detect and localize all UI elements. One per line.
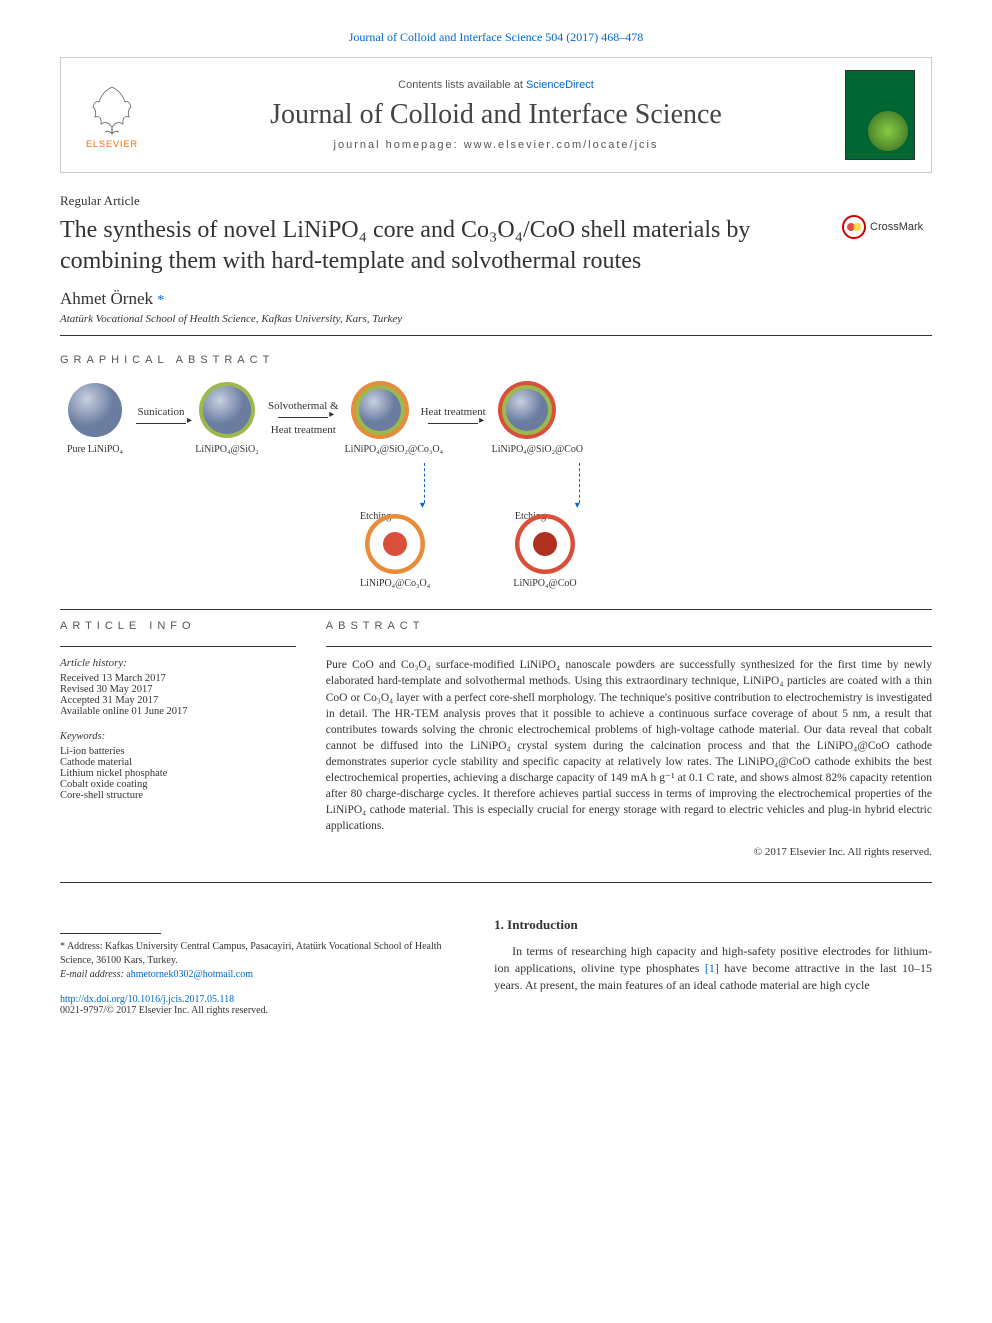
graphical-abstract-heading: GRAPHICAL ABSTRACT <box>60 354 932 366</box>
sphere-sio2 <box>197 380 257 440</box>
sphere-label-3: LiNiPO₄@SiO₂@Co₃O₄ <box>345 444 415 455</box>
address-text: Kafkas University Central Campus, Pasaca… <box>60 941 442 966</box>
email-link[interactable]: ahmetornek0302@hotmail.com <box>126 969 253 980</box>
crossmark-icon <box>842 215 866 239</box>
author-name: Ahmet Örnek * <box>60 289 932 309</box>
sphere-label-5: LiNiPO₄@Co₃O₄ <box>360 578 430 589</box>
sphere-label-1: Pure LiNiPO₄ <box>60 444 130 455</box>
email-label: E-mail address: <box>60 969 126 980</box>
journal-cover-thumbnail[interactable] <box>845 70 915 160</box>
arrow-label-2a: Solvothermal & <box>268 400 339 412</box>
issn-line: 0021-9797/© 2017 Elsevier Inc. All right… <box>60 1005 268 1016</box>
left-body-column: * Address: Kafkas University Central Cam… <box>60 893 464 1016</box>
journal-header: ELSEVIER Contents lists available at Sci… <box>60 57 932 173</box>
abstract-column: ABSTRACT Pure CoO and Co₃O₄ surface-modi… <box>326 620 932 858</box>
sphere-pure <box>65 380 125 440</box>
article-type: Regular Article <box>60 193 932 209</box>
keyword: Cathode material <box>60 757 296 768</box>
journal-homepage: journal homepage: www.elsevier.com/locat… <box>147 139 845 151</box>
elsevier-label: ELSEVIER <box>86 139 138 149</box>
history-line: Accepted 31 May 2017 <box>60 695 296 706</box>
separator <box>60 609 932 610</box>
abstract-text: Pure CoO and Co₃O₄ surface-modified LiNi… <box>326 657 932 834</box>
crossmark-badge[interactable]: CrossMark <box>842 215 932 239</box>
abstract-separator <box>326 646 932 647</box>
keyword: Lithium nickel phosphate <box>60 768 296 779</box>
history-line: Received 13 March 2017 <box>60 673 296 684</box>
top-citation[interactable]: Journal of Colloid and Interface Science… <box>60 30 932 45</box>
homepage-prefix: journal homepage: <box>334 139 464 151</box>
etch-arrow-1: Etching <box>390 463 425 506</box>
address-label: * Address: <box>60 941 105 952</box>
keywords-label: Keywords: <box>60 731 296 742</box>
sciencedirect-link[interactable]: ScienceDirect <box>526 79 594 91</box>
history-line: Available online 01 June 2017 <box>60 706 296 717</box>
introduction-paragraph: In terms of researching high capacity an… <box>494 943 932 993</box>
arrow-label-1: Sunication <box>136 406 186 418</box>
doi-block: http://dx.doi.org/10.1016/j.jcis.2017.05… <box>60 994 464 1016</box>
keyword: Li-ion batteries <box>60 746 296 757</box>
abstract-heading: ABSTRACT <box>326 620 932 632</box>
sphere-coo <box>497 380 557 440</box>
arrow-label-3: Heat treatment <box>421 406 486 418</box>
arrow-solvothermal: Solvothermal & Heat treatment <box>268 400 339 436</box>
contents-line: Contents lists available at ScienceDirec… <box>147 79 845 91</box>
elsevier-tree-icon <box>87 82 137 137</box>
separator <box>60 335 932 336</box>
sphere-yolk-coo <box>515 514 575 574</box>
right-body-column: 1. Introduction In terms of researching … <box>494 893 932 1016</box>
keyword: Core-shell structure <box>60 790 296 801</box>
sphere-label-6: LiNiPO₄@CoO <box>510 578 580 589</box>
graphical-abstract: Pure LiNiPO₄ Sunication LiNiPO₄@SiO₂ Sol… <box>60 380 932 589</box>
abstract-copyright: © 2017 Elsevier Inc. All rights reserved… <box>326 846 932 858</box>
author-text: Ahmet Örnek <box>60 289 153 308</box>
sphere-yolk-co3o4 <box>365 514 425 574</box>
keyword: Cobalt oxide coating <box>60 779 296 790</box>
article-title: The synthesis of novel LiNiPO₄ core and … <box>60 215 822 277</box>
etch-arrow-2: Etching <box>545 463 580 506</box>
journal-name: Journal of Colloid and Interface Science <box>147 99 845 131</box>
separator <box>60 882 932 883</box>
homepage-url[interactable]: www.elsevier.com/locate/jcis <box>464 139 659 151</box>
author-corresponding-link[interactable]: * <box>157 293 164 308</box>
corresponding-address: * Address: Kafkas University Central Cam… <box>60 940 464 968</box>
sphere-label-2: LiNiPO₄@SiO₂ <box>192 444 262 455</box>
arrow-label-2b: Heat treatment <box>268 424 339 436</box>
arrow-sunication: Sunication <box>136 406 186 430</box>
contents-prefix: Contents lists available at <box>398 79 526 91</box>
sphere-label-4: LiNiPO₄@SiO₂@CoO <box>492 444 562 455</box>
history-line: Revised 30 May 2017 <box>60 684 296 695</box>
sphere-co3o4 <box>350 380 410 440</box>
affiliation: Atatürk Vocational School of Health Scie… <box>60 313 932 325</box>
article-info-heading: ARTICLE INFO <box>60 620 296 632</box>
crossmark-label: CrossMark <box>870 221 923 233</box>
ref-link-1[interactable]: [1] <box>705 961 719 975</box>
doi-link[interactable]: http://dx.doi.org/10.1016/j.jcis.2017.05… <box>60 994 234 1005</box>
info-separator <box>60 646 296 647</box>
article-info-column: ARTICLE INFO Article history: Received 1… <box>60 620 296 858</box>
email-footnote: E-mail address: ahmetornek0302@hotmail.c… <box>60 968 464 982</box>
arrow-heat: Heat treatment <box>421 406 486 430</box>
footnote-separator <box>60 933 161 934</box>
elsevier-logo[interactable]: ELSEVIER <box>77 75 147 155</box>
introduction-heading: 1. Introduction <box>494 917 932 933</box>
history-label: Article history: <box>60 657 296 669</box>
